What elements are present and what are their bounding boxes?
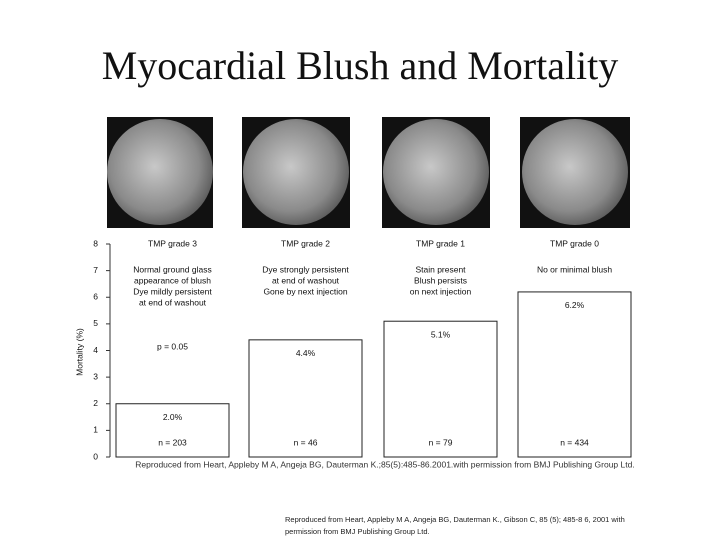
- angiograms: [107, 117, 630, 228]
- bar: [115, 403, 230, 458]
- footnote: Reproduced from Heart, Appleby M A, Ange…: [285, 515, 625, 524]
- n-label: n = 203: [158, 437, 187, 447]
- description: Dye mildly persistent: [133, 286, 212, 296]
- category-label: TMP grade 1: [416, 238, 465, 248]
- y-tick-label: 5: [93, 318, 98, 328]
- value-label: 6.2%: [565, 300, 585, 310]
- value-label: 2.0%: [163, 412, 183, 422]
- category-label: TMP grade 0: [550, 238, 599, 248]
- y-tick-label: 8: [93, 238, 98, 248]
- category-label: TMP grade 3: [148, 238, 197, 248]
- description: on next injection: [410, 286, 472, 296]
- value-label: 4.4%: [296, 348, 316, 358]
- description: Normal ground glass: [133, 264, 211, 274]
- n-label: n = 46: [294, 437, 318, 447]
- annotation: p = 0.05: [157, 341, 188, 351]
- description: No or minimal blush: [537, 264, 612, 274]
- y-tick-label: 4: [93, 345, 98, 355]
- description: Dye strongly persistent: [262, 264, 349, 274]
- bar: [248, 339, 363, 458]
- description: at end of washout: [139, 297, 207, 307]
- y-tick-label: 1: [93, 425, 98, 435]
- description: appearance of blush: [134, 275, 211, 285]
- description: Stain present: [415, 264, 466, 274]
- y-tick-label: 3: [93, 371, 98, 381]
- bar: [517, 291, 632, 458]
- title: Myocardial Blush and Mortality: [102, 43, 619, 88]
- n-label: n = 434: [560, 437, 589, 447]
- y-tick-label: 6: [93, 292, 98, 302]
- bar: [383, 320, 498, 458]
- description: at end of washout: [272, 275, 340, 285]
- description: Blush persists: [414, 275, 467, 285]
- footnote: permission from BMJ Publishing Group Ltd…: [285, 527, 430, 536]
- category-label: TMP grade 2: [281, 238, 330, 248]
- y-tick-label: 0: [93, 451, 98, 461]
- y-tick-label: 7: [93, 265, 98, 275]
- description: Gone by next injection: [263, 286, 347, 296]
- caption: Reproduced from Heart, Appleby M A, Ange…: [135, 459, 634, 469]
- n-label: n = 79: [429, 437, 453, 447]
- y-label: Mortality (%): [74, 328, 84, 376]
- y-tick-label: 2: [93, 398, 98, 408]
- value-label: 5.1%: [431, 329, 451, 339]
